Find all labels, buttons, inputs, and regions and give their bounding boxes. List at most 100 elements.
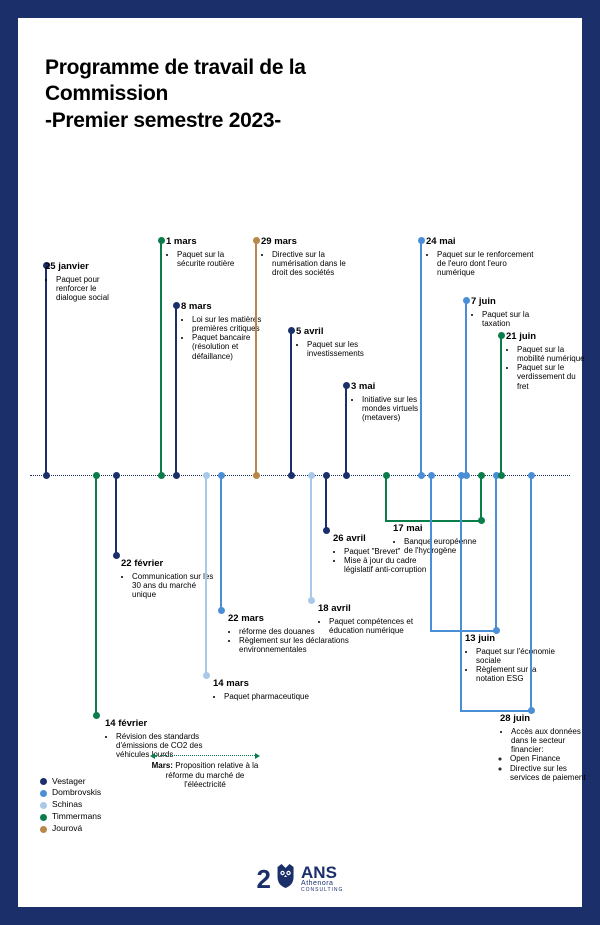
logo-tag: CONSULTING (301, 887, 343, 893)
event-items: Paquet sur la sécurite routière (166, 250, 241, 268)
owl-icon (275, 863, 297, 895)
event-date: 1 mars (166, 237, 241, 248)
event-dot-end (478, 517, 485, 524)
event-label: 22 févrierCommunication sur les 30 ans d… (121, 559, 216, 599)
event-stem (310, 475, 312, 600)
event-date: 14 mars (213, 679, 323, 690)
title-line-3: -Premier semestre 2023- (45, 108, 306, 134)
event-date: 21 juin (506, 332, 586, 343)
event-stem (205, 475, 207, 675)
event-date: 8 mars (181, 302, 271, 313)
legend-dot (40, 790, 47, 797)
event-elbow (385, 520, 480, 522)
event-stem (255, 240, 257, 475)
legend-item: Vestager (40, 776, 101, 788)
event-label: 5 avrilPaquet sur les investissements (296, 327, 376, 358)
event-item: Initiative sur les mondes virtuels (meta… (362, 395, 441, 423)
march-arrow (155, 755, 255, 756)
event-label: 7 juinPaquet sur la taxation (471, 297, 551, 328)
event-items: Paquet sur la taxation (471, 310, 551, 328)
event-item: Directive sur la numérisation dans le dr… (272, 250, 346, 278)
event-dot-axis (173, 472, 180, 479)
event-items: Paquet sur l'économie socialeRèglement s… (465, 647, 565, 684)
event-label: 8 mars Loi sur les matières premières cri… (181, 302, 271, 361)
event-item: Paquet pour renforcer le dialogue social (56, 275, 115, 303)
event-stem (325, 475, 327, 530)
event-item: Règlement sur la notation ESG (476, 665, 565, 683)
event-label: 13 juinPaquet sur l'économie socialeRègl… (465, 634, 565, 684)
event-items: Paquet sur les investissements (296, 340, 376, 358)
event-dot-end (498, 332, 505, 339)
legend-label: Jourová (52, 823, 82, 835)
event-date: 29 mars (261, 237, 346, 248)
event-date: 3 mai (351, 382, 441, 393)
logo-two: 2 (257, 864, 271, 895)
event-dot-axis (428, 472, 435, 479)
legend: VestagerDombrovskisSchinasTimmermansJour… (40, 776, 101, 835)
legend-dot (40, 814, 47, 821)
event-items: Paquet pour renforcer le dialogue social (45, 275, 115, 303)
event-label: 21 juin Paquet sur la mobilité numériqueP… (506, 332, 586, 391)
event-item: Paquet pharmaceutique (224, 692, 323, 701)
event-elbow-v (480, 475, 482, 520)
event-items: Paquet pharmaceutique (213, 692, 323, 701)
event-label: 3 mai Initiative sur les mondes virtuels … (351, 382, 441, 422)
title-line-2: Commission (45, 81, 306, 107)
event-dot-axis (158, 472, 165, 479)
event-items: Loi sur les matières premières critiques… (181, 315, 271, 361)
event-stem (175, 305, 177, 475)
event-dot-end (173, 302, 180, 309)
page-title: Programme de travail de la Commission -P… (45, 55, 306, 134)
event-dot-end (463, 297, 470, 304)
event-label: 18 avrilPaquet compétences et éducation … (318, 604, 423, 635)
event-label: 14 févrierRévision des standards d'émiss… (105, 719, 235, 759)
event-dot-axis-2 (478, 472, 485, 479)
event-item: Banque européenne de l'hydrogène (404, 537, 483, 555)
legend-label: Timmermans (52, 811, 101, 823)
event-stem (345, 385, 347, 475)
event-stem (420, 240, 422, 475)
event-date: 25 janvier (45, 262, 115, 273)
logo-name: Athenora (301, 880, 343, 887)
event-elbow (430, 630, 495, 632)
event-dot-axis (288, 472, 295, 479)
event-dot-axis (323, 472, 330, 479)
legend-item: Jourová (40, 823, 101, 835)
event-dot-axis (383, 472, 390, 479)
event-dot-axis (43, 472, 50, 479)
event-dot-axis (203, 472, 210, 479)
event-stem (430, 475, 432, 630)
legend-item: Dombrovskis (40, 787, 101, 799)
event-date: 24 mai (426, 237, 541, 248)
event-stem (95, 475, 97, 715)
event-dot-axis (498, 472, 505, 479)
legend-item: Timmermans (40, 811, 101, 823)
event-item: Paquet sur la sécurite routière (177, 250, 241, 268)
event-subitem: Open Finance (510, 754, 590, 763)
logo-text-block: ANS Athenora CONSULTING (301, 865, 343, 893)
event-item: Paquet sur les investissements (307, 340, 376, 358)
event-item: Règlement sur les déclarations environne… (239, 636, 358, 654)
event-item: Mise à jour du cadre législatif anti-cor… (344, 556, 433, 574)
legend-dot (40, 778, 47, 785)
march-note: Mars: Proposition relative à la réforme … (150, 761, 260, 790)
event-dot-end (203, 672, 210, 679)
event-label: 29 mars Directive sur la numérisation dan… (261, 237, 346, 277)
event-dot-end (113, 552, 120, 559)
event-elbow-v (530, 475, 532, 710)
event-stem (115, 475, 117, 555)
event-stem (220, 475, 222, 610)
event-item: Paquet sur l'économie sociale (476, 647, 565, 665)
event-dot-axis (458, 472, 465, 479)
event-items: Directive sur la numérisation dans le dr… (261, 250, 346, 278)
event-items: Paquet sur le renforcement de l'euro don… (426, 250, 541, 278)
event-item: Paquet compétences et éducation numériqu… (329, 617, 423, 635)
event-items: Paquet sur la mobilité numériquePaquet s… (506, 345, 586, 391)
event-subitem: Directive sur les services de paiement (510, 764, 590, 782)
event-dot-end (343, 382, 350, 389)
event-subitems: Open FinanceDirective sur les services d… (500, 754, 590, 782)
event-stem (500, 335, 502, 475)
event-items: Paquet compétences et éducation numériqu… (318, 617, 423, 635)
event-dot-end (93, 712, 100, 719)
event-dot-end (158, 237, 165, 244)
